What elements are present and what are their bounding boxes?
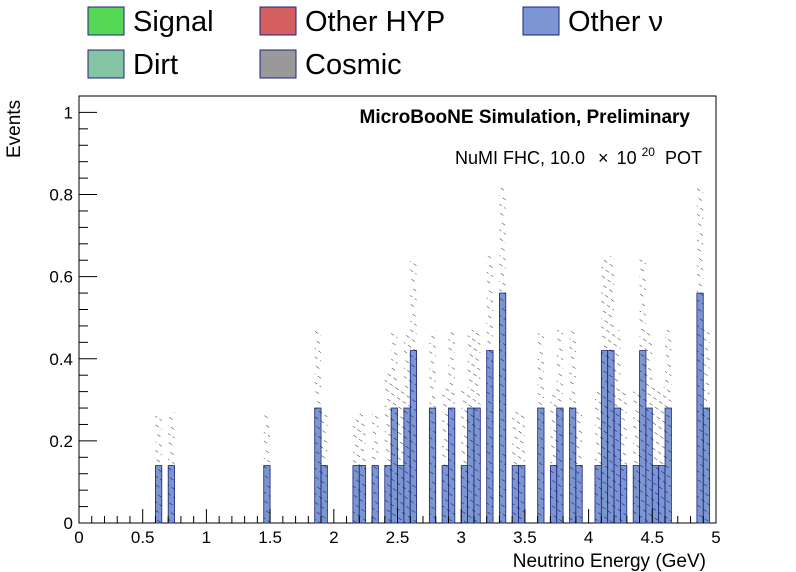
- subtitle-base: 10: [617, 148, 637, 168]
- x-tick-label: 5: [711, 528, 720, 547]
- y-tick-label: 0.2: [49, 432, 73, 451]
- x-axis-label: Neutrino Energy (GeV): [513, 551, 706, 572]
- uncertainty-hatch: [315, 330, 321, 523]
- y-tick-label: 0.6: [49, 268, 73, 287]
- uncertainty-hatch: [468, 330, 474, 523]
- uncertainty-hatch: [359, 412, 365, 523]
- uncertainty-hatch: [665, 330, 671, 523]
- uncertainty-hatch: [601, 256, 607, 523]
- uncertainty-hatch: [353, 412, 359, 523]
- subtitle-exponent: 20: [642, 145, 656, 159]
- uncertainty-hatch: [595, 388, 601, 523]
- uncertainty-hatch: [429, 330, 435, 523]
- uncertainty-hatch: [659, 388, 665, 523]
- uncertainty-hatch: [461, 388, 467, 523]
- legend-label: Dirt: [133, 49, 178, 81]
- chart-title: MicroBooNE Simulation, Preliminary: [360, 107, 691, 128]
- uncertainty-hatch: [391, 330, 397, 523]
- y-tick-label: 0.4: [49, 350, 73, 369]
- uncertainty-hatch: [410, 256, 416, 523]
- uncertainty-hatch: [538, 330, 544, 523]
- x-tick-label: 2.5: [386, 528, 410, 547]
- legend-swatch: [523, 7, 559, 35]
- uncertainty-hatch: [697, 186, 703, 523]
- subtitle-prefix: NuMI FHC, 10.0: [455, 148, 585, 168]
- uncertainty-hatch: [474, 330, 480, 523]
- y-tick-label: 1: [64, 103, 73, 122]
- uncertainty-band: [155, 186, 709, 523]
- uncertainty-hatch: [448, 330, 454, 523]
- subtitle-suffix: POT: [665, 148, 702, 168]
- legend-label: Other ν: [568, 6, 663, 38]
- uncertainty-hatch: [398, 388, 404, 523]
- uncertainty-hatch: [652, 388, 658, 523]
- legend-label: Cosmic: [305, 49, 402, 81]
- y-axis-label: Events: [4, 100, 25, 158]
- x-tick-label: 2: [329, 528, 338, 547]
- uncertainty-hatch: [321, 412, 327, 523]
- uncertainty-hatch: [640, 256, 646, 523]
- legend-swatch: [260, 50, 296, 78]
- y-tick-label: 0.8: [49, 186, 73, 205]
- uncertainty-hatch: [487, 256, 493, 523]
- uncertainty-hatch: [155, 412, 161, 523]
- x-tick-label: 1: [202, 528, 211, 547]
- uncertainty-hatch: [550, 388, 556, 523]
- x-tick-label: 0: [74, 528, 83, 547]
- chart-subtitle: NuMI FHC, 10.0 × 10 20 POT: [455, 140, 702, 168]
- x-tick-label: 4.5: [640, 528, 664, 547]
- x-tick-label: 1.5: [258, 528, 282, 547]
- uncertainty-hatch: [168, 412, 174, 523]
- legend-swatch: [88, 7, 124, 35]
- uncertainty-hatch: [646, 330, 652, 523]
- legend-label: Signal: [133, 6, 214, 38]
- uncertainty-hatch: [608, 256, 614, 523]
- x-tick-label: 3.5: [513, 528, 537, 547]
- legend-swatch: [88, 50, 124, 78]
- legend-label: Other HYP: [305, 6, 445, 38]
- legend: Signal Other HYP Other ν Dirt Cosmic: [88, 6, 663, 81]
- uncertainty-hatch: [614, 330, 620, 523]
- uncertainty-hatch: [703, 330, 709, 523]
- uncertainty-hatch: [404, 330, 410, 523]
- y-axis: 0 0.2 0.4 0.6 0.8 1: [49, 96, 97, 533]
- uncertainty-hatch: [512, 412, 518, 523]
- uncertainty-hatch: [442, 388, 448, 523]
- uncertainty-hatch: [620, 388, 626, 523]
- uncertainty-hatch: [372, 412, 378, 523]
- uncertainty-hatch: [569, 330, 575, 523]
- uncertainty-hatch: [264, 412, 270, 523]
- legend-swatch: [260, 7, 296, 35]
- x-tick-label: 4: [584, 528, 593, 547]
- x-tick-label: 0.5: [131, 528, 155, 547]
- y-tick-label: 0: [64, 514, 73, 533]
- uncertainty-hatch: [385, 371, 391, 523]
- uncertainty-hatch: [499, 186, 505, 523]
- uncertainty-hatch: [633, 388, 639, 523]
- uncertainty-hatch: [557, 330, 563, 523]
- subtitle-times: ×: [598, 148, 609, 168]
- uncertainty-hatch: [519, 412, 525, 523]
- uncertainty-hatch: [576, 412, 582, 523]
- x-tick-label: 3: [456, 528, 465, 547]
